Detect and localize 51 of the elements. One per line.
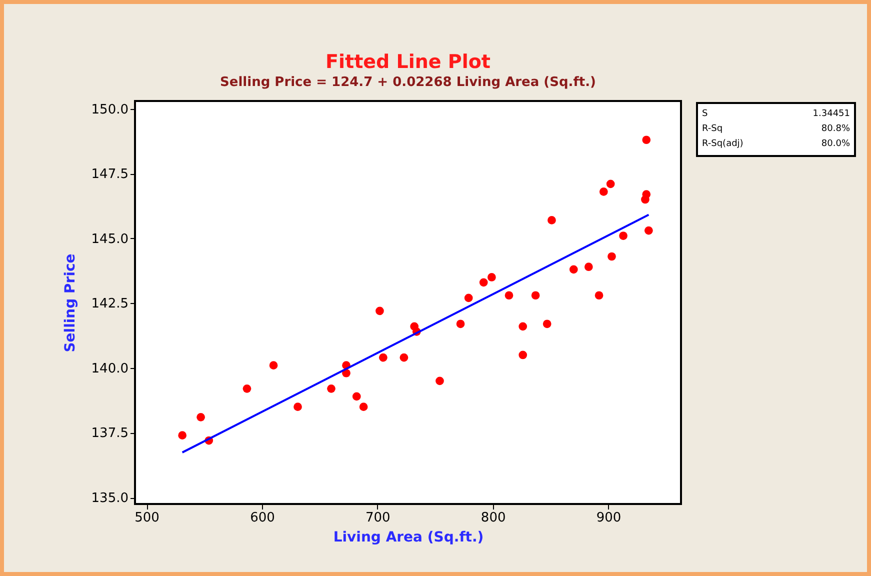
text: R-Sq 80.8%	[702, 124, 850, 134]
text: S 1.34451	[702, 109, 850, 119]
point	[584, 262, 593, 272]
point	[594, 291, 604, 300]
point	[242, 384, 252, 393]
x-tick-label: 800	[480, 510, 506, 526]
point	[642, 136, 651, 144]
point	[504, 291, 514, 300]
point	[608, 252, 616, 261]
chart-title: Fitted Line Plot	[326, 51, 490, 73]
point	[599, 188, 608, 196]
point	[178, 431, 187, 440]
y-tick-label: 147.5	[91, 167, 128, 182]
point	[196, 413, 205, 422]
y-tick-label: 142.5	[91, 296, 128, 312]
y-tick-label: 137.5	[91, 426, 128, 442]
point	[479, 278, 488, 287]
x-tick-label: 700	[365, 510, 390, 526]
x-tick-label: 500	[134, 510, 160, 526]
point	[352, 392, 361, 401]
point	[359, 402, 368, 411]
point	[606, 180, 615, 188]
y-axis-title: Selling Price	[62, 254, 78, 352]
point	[542, 320, 552, 328]
y-tick-label: 140.0	[91, 361, 128, 376]
x-tick-label: 600	[250, 510, 275, 526]
point	[619, 232, 628, 240]
x-tick-label: 900	[596, 510, 622, 526]
y-tick-label: 145.0	[91, 232, 128, 247]
point	[400, 353, 408, 362]
y-tick-label: 150.0	[91, 102, 128, 118]
point	[436, 376, 444, 386]
point	[269, 361, 278, 370]
point	[644, 226, 653, 235]
point	[464, 294, 473, 302]
y-tick-label: 135.0	[91, 491, 128, 506]
point	[518, 322, 528, 331]
point	[379, 353, 388, 362]
point	[531, 291, 540, 300]
point	[548, 216, 556, 224]
point	[488, 273, 496, 282]
chart-subtitle: Selling Price = 124.7 + 0.02268 Living Area (Sq.ft.)	[220, 75, 596, 90]
point	[456, 320, 465, 328]
text: R-Sq(adj) 80.0%	[702, 139, 850, 149]
point	[376, 306, 384, 316]
point	[518, 350, 528, 360]
point	[294, 402, 302, 411]
x-axis-title: Living Area (Sq.ft.)	[333, 530, 484, 546]
point	[327, 384, 336, 393]
point	[569, 265, 578, 274]
point	[642, 190, 651, 198]
